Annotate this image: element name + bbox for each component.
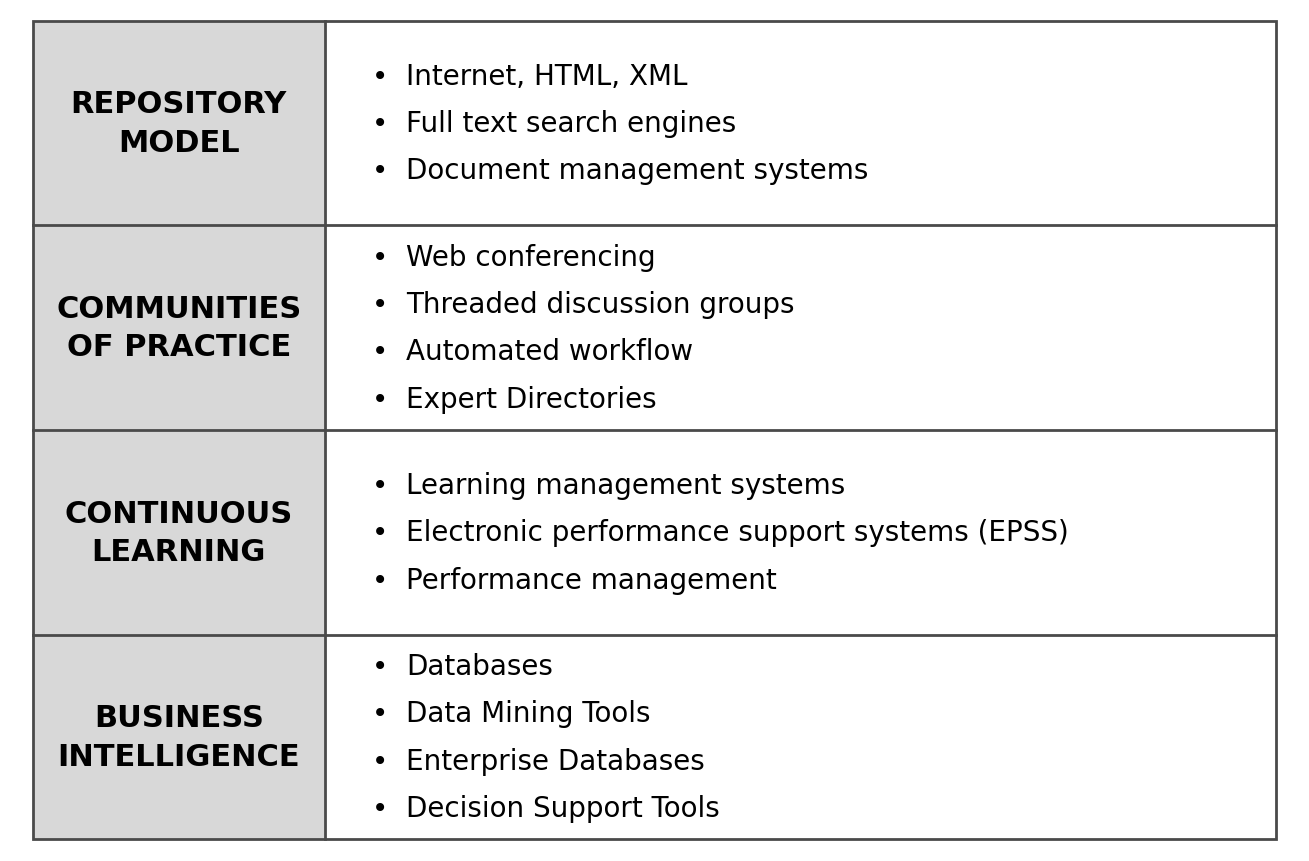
Bar (325, 22, 1276, 226)
Text: CONTINUOUS
LEARNING: CONTINUOUS LEARNING (64, 499, 293, 567)
Bar (325, 226, 1276, 430)
Text: Expert Directories: Expert Directories (406, 386, 657, 413)
Text: BUSINESS
INTELLIGENCE: BUSINESS INTELLIGENCE (58, 703, 300, 771)
Text: •: • (372, 291, 387, 319)
Text: Threaded discussion groups: Threaded discussion groups (406, 291, 795, 319)
Bar (325, 635, 1276, 839)
Bar (33, 22, 325, 226)
Text: •: • (372, 472, 387, 499)
Text: Automated workflow: Automated workflow (406, 338, 694, 366)
Bar (325, 430, 1276, 635)
Text: •: • (372, 244, 387, 271)
Text: COMMUNITIES
OF PRACTICE: COMMUNITIES OF PRACTICE (56, 294, 301, 362)
Text: •: • (372, 700, 387, 728)
Text: •: • (372, 795, 387, 822)
Text: Document management systems: Document management systems (406, 158, 868, 185)
Text: Internet, HTML, XML: Internet, HTML, XML (406, 63, 687, 90)
Text: •: • (372, 519, 387, 547)
Text: •: • (372, 63, 387, 90)
Text: Full text search engines: Full text search engines (406, 110, 737, 138)
Text: Data Mining Tools: Data Mining Tools (406, 700, 651, 728)
Text: Databases: Databases (406, 653, 552, 680)
Bar (33, 635, 325, 839)
Text: Web conferencing: Web conferencing (406, 244, 656, 271)
Text: REPOSITORY
MODEL: REPOSITORY MODEL (71, 90, 287, 158)
Text: •: • (372, 158, 387, 185)
Bar (33, 226, 325, 430)
Text: Learning management systems: Learning management systems (406, 472, 846, 499)
Text: Enterprise Databases: Enterprise Databases (406, 747, 704, 775)
Text: Decision Support Tools: Decision Support Tools (406, 795, 720, 822)
Text: •: • (372, 567, 387, 594)
Text: •: • (372, 653, 387, 680)
Text: •: • (372, 110, 387, 138)
Text: Performance management: Performance management (406, 567, 776, 594)
Text: •: • (372, 747, 387, 775)
Text: Electronic performance support systems (EPSS): Electronic performance support systems (… (406, 519, 1069, 547)
Text: •: • (372, 338, 387, 366)
Text: •: • (372, 386, 387, 413)
Bar (33, 430, 325, 635)
